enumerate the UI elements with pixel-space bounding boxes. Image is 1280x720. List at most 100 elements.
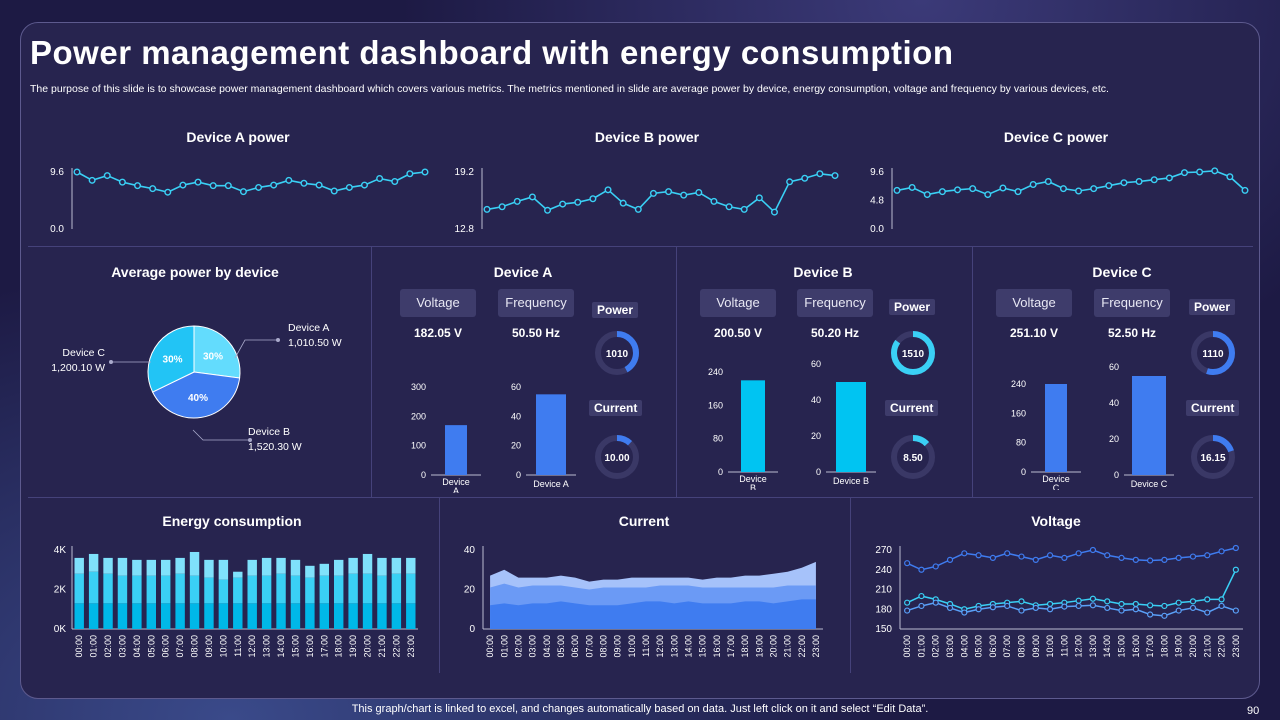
device-a-current-gauge-value: 10.00 [604,453,629,464]
device-c-frequency-tab[interactable]: Frequency [1094,289,1170,317]
device-b-voltage-tab[interactable]: Voltage [700,289,776,317]
average-power-pie: 30% 40% 30% [109,325,280,442]
current-chart-title: Current [618,513,670,529]
data-point [954,186,962,194]
y-tick-label: 0 [816,467,821,477]
data-point [725,203,733,211]
data-point [1004,550,1011,557]
stacked-bar-segment [305,603,315,629]
data-point [164,188,172,196]
x-tick-label: 04:00 [959,635,969,658]
stacked-bar-segment [88,553,99,572]
bar [1132,376,1166,475]
device-a-voltage-value: 182.05 V [413,326,463,340]
x-tick-label: 17:00 [1145,635,1155,658]
data-point [710,197,718,205]
data-point [918,602,925,610]
data-point [1189,553,1197,560]
x-tick-label: 17:00 [319,635,329,658]
x-tick-label: 23:00 [1231,635,1241,658]
stacked-bar-segment [189,603,200,629]
stacked-bar-segment [377,557,387,576]
pie-label-c-name: Device C [62,347,105,359]
pie-slice [147,325,195,393]
y-tick-label: 0 [1021,467,1026,477]
x-category-label: Device A [533,479,569,489]
data-point [619,199,627,207]
gauge-arc [595,331,639,375]
series-line [486,172,836,214]
stacked-bar-segment [132,575,142,604]
device-a-current-gauge: 10.00 [595,435,639,479]
data-point [1018,607,1025,614]
stacked-bar-segment [319,575,329,604]
stacked-bar-segment [146,603,156,629]
col-separator-2 [676,247,677,497]
pie-slice [193,325,241,379]
data-point [1061,603,1068,610]
x-category-label-line2: B [750,483,756,490]
data-point [680,191,688,199]
data-point [1132,606,1139,613]
y-tick-label: 270 [875,545,892,556]
data-point [574,198,582,206]
data-point [1189,598,1197,605]
x-tick-label: 10:00 [1045,635,1055,658]
data-point [1032,556,1039,563]
x-tick-label: 02:00 [931,635,941,658]
x-category-label: Device C [1131,479,1168,489]
x-tick-label: 13:00 [262,635,272,658]
pie-leader-dot [248,438,252,442]
y-tick-label: 19.2 [455,167,475,178]
data-point [224,182,232,190]
y-tick-label: 20 [1109,434,1119,444]
data-point [528,193,536,201]
x-tick-label: 08:00 [1016,635,1026,658]
device-a-frequency-tab[interactable]: Frequency [498,289,574,317]
row-separator-1 [28,246,1253,247]
stacked-bar-segment [377,575,387,604]
data-point [498,203,506,211]
x-tick-label: 03:00 [528,635,538,658]
data-point [969,185,977,193]
bar [836,382,866,472]
stacked-bar-segment [189,575,200,604]
y-tick-label: 0 [469,624,475,635]
x-tick-label: 06:00 [988,635,998,658]
y-tick-label: 40 [1109,398,1119,408]
stacked-bar-segment [218,559,229,580]
data-point [1189,604,1197,612]
device-c-current-gauge-value: 16.15 [1200,453,1225,464]
x-tick-label: 15:00 [290,635,300,658]
stacked-bar-segment [175,573,185,604]
data-point [665,188,673,196]
stacked-bar-segment [290,559,301,576]
data-point [975,552,982,559]
y-tick-label: 2K [54,585,67,596]
data-point [1218,596,1225,603]
data-point [1104,604,1111,612]
x-tick-label: 16:00 [305,635,315,658]
y-tick-label: 80 [1016,438,1026,448]
y-tick-label: 150 [875,624,892,635]
stacked-bar-segment [146,575,156,604]
data-point [1018,598,1025,605]
data-point [1075,597,1082,604]
x-tick-label: 05:00 [146,635,156,658]
data-point [255,183,263,191]
gauge-arc [891,435,935,479]
device-b-frequency-tab[interactable]: Frequency [797,289,873,317]
bar [536,394,566,475]
device-a-voltage-tab[interactable]: Voltage [400,289,476,317]
stacked-bar-segment [233,571,243,578]
y-tick-label: 9.6 [50,167,64,178]
data-point [695,188,703,196]
x-tick-label: 18:00 [740,635,750,658]
data-point [1089,602,1097,609]
device-c-voltage-tab[interactable]: Voltage [996,289,1072,317]
stacked-bar-segment [233,603,243,629]
stacked-bar-segment [334,603,344,629]
data-point [1132,556,1139,563]
x-tick-label: 17:00 [726,635,736,658]
x-tick-label: 07:00 [1002,635,1012,658]
